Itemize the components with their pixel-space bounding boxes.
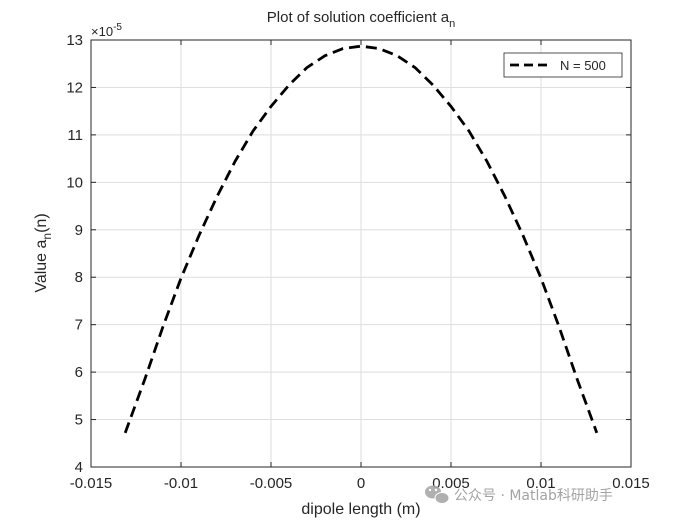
x-tick-label: -0.015	[70, 475, 113, 492]
y-multiplier: ×10-5	[91, 22, 122, 39]
x-tick-label: 0.005	[432, 475, 470, 492]
x-tick-label: 0	[357, 475, 365, 492]
y-axis-label-subscript: n	[40, 233, 54, 240]
y-tick-label: 4	[75, 459, 83, 476]
legend-box	[503, 52, 623, 78]
y-axis-label-main: Value a	[33, 239, 50, 292]
y-tick-label: 10	[66, 174, 83, 191]
y-multiplier-base: ×10	[91, 24, 113, 39]
chart-title-main: Plot of solution coefficient a	[267, 9, 450, 26]
x-tick-label: -0.005	[250, 475, 293, 492]
legend-label: N = 500	[560, 58, 606, 73]
y-tick-label: 11	[67, 127, 83, 144]
x-tick-label: 0.015	[612, 475, 650, 492]
series-group	[123, 44, 599, 434]
y-axis-label-tail: (n)	[33, 213, 50, 233]
series-line-0	[123, 44, 599, 434]
y-tick-label: 13	[66, 32, 83, 49]
y-tick-label: 5	[75, 412, 83, 429]
x-tick-label: -0.01	[164, 475, 198, 492]
x-axis-label: dipole length (m)	[301, 501, 420, 518]
x-tick-labels: -0.015 -0.01 -0.005 0 0.005 0.01 0.015	[70, 475, 650, 492]
y-tick-label: 7	[75, 317, 83, 334]
axis-ticks	[90, 39, 632, 468]
y-tick-label: 12	[66, 79, 83, 96]
y-tick-label: 8	[75, 269, 83, 286]
chart-title: Plot of solution coefficient an	[267, 9, 455, 30]
y-axis-label: Value an(n)	[33, 213, 54, 292]
watermark-text: 公众号 · Matlab科研助手	[454, 488, 613, 504]
x-tick-label: 0.01	[526, 475, 555, 492]
chart-title-subscript: n	[449, 18, 455, 30]
watermark: 公众号 · Matlab科研助手	[425, 485, 613, 504]
y-tick-labels: 4 5 6 7 8 9 10 11 12 13	[66, 32, 83, 476]
y-tick-label: 9	[75, 222, 83, 239]
axes-box	[90, 39, 632, 468]
y-tick-label: 6	[75, 364, 83, 381]
y-multiplier-exp: -5	[113, 22, 122, 33]
wechat-icon	[425, 485, 450, 504]
legend: N = 500	[503, 52, 623, 78]
